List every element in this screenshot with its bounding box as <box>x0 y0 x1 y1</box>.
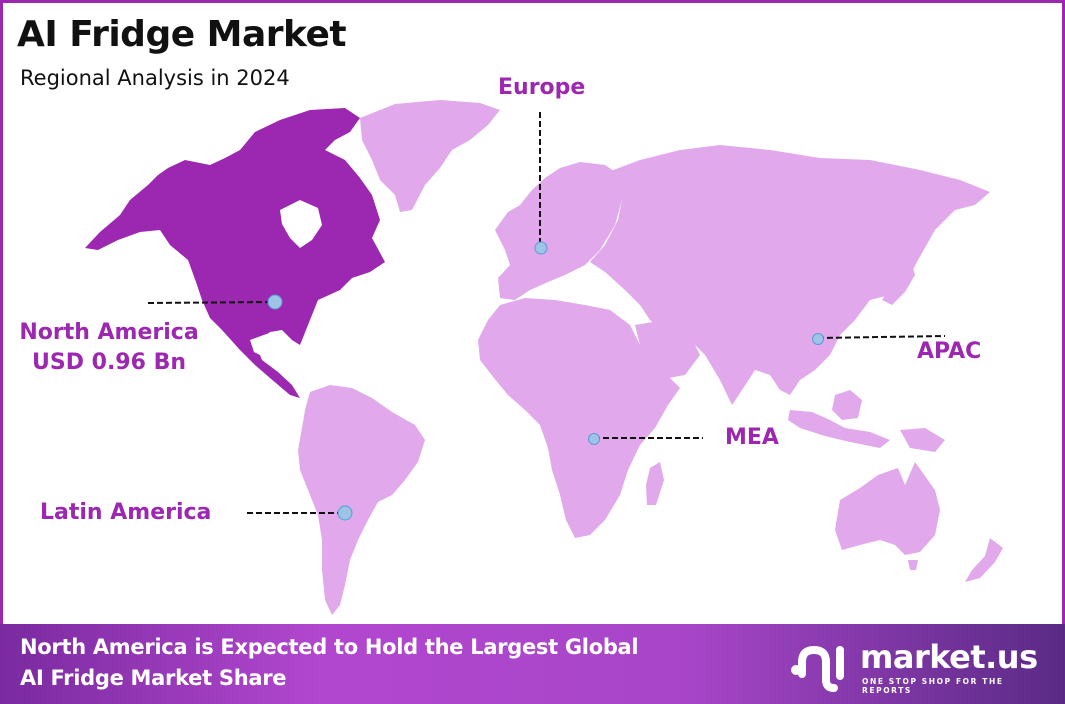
footer-headline: North America is Expected to Hold the La… <box>20 632 639 694</box>
apac-label: APAC <box>917 339 982 364</box>
north-america-marker <box>267 294 283 310</box>
africa-shape <box>478 298 680 538</box>
southeast-asia-shape <box>788 410 890 448</box>
footer-line-1: North America is Expected to Hold the La… <box>20 635 639 659</box>
south-america-shape <box>298 385 425 615</box>
arabia-shape <box>635 320 700 378</box>
world-map <box>85 100 1003 615</box>
borneo-shape <box>832 390 862 420</box>
greenland-shape <box>360 100 500 212</box>
market-us-logo: market.us ONE STOP SHOP FOR THE REPORTS <box>790 636 1050 695</box>
europe-shape <box>495 162 622 300</box>
north-america-leader <box>147 301 276 304</box>
latin-america-label: Latin America <box>40 500 212 525</box>
north-america-name: North America <box>19 320 199 345</box>
tasmania-shape <box>908 560 918 570</box>
australia-shape <box>835 462 940 555</box>
footer-banner: North America is Expected to Hold the La… <box>0 624 1065 704</box>
new-guinea-shape <box>900 428 945 452</box>
madagascar-shape <box>646 462 664 505</box>
latin-america-marker <box>337 505 353 521</box>
hudson-bay <box>280 200 322 248</box>
north-america-shape <box>85 108 385 398</box>
chart-title: AI Fridge Market <box>17 14 347 55</box>
europe-marker <box>534 241 548 255</box>
apac-leader <box>817 335 946 339</box>
japan-shape <box>882 258 915 305</box>
new-zealand-shape <box>965 538 1003 582</box>
market-us-logo-icon <box>791 645 844 692</box>
logo-wordmark: market.us <box>860 638 1038 676</box>
logo-tagline: ONE STOP SHOP FOR THE REPORTS <box>862 677 1004 695</box>
apac-marker <box>812 333 824 345</box>
north-america-value: USD 0.96 Bn <box>32 350 186 375</box>
europe-label: Europe <box>498 75 586 100</box>
north-america-label: North America USD 0.96 Bn <box>14 318 204 378</box>
mea-label: MEA <box>725 425 779 450</box>
mea-marker <box>588 433 600 445</box>
gulf-of-mexico <box>250 332 296 360</box>
footer-line-2: AI Fridge Market Share <box>20 666 287 690</box>
chart-subtitle: Regional Analysis in 2024 <box>20 66 290 90</box>
